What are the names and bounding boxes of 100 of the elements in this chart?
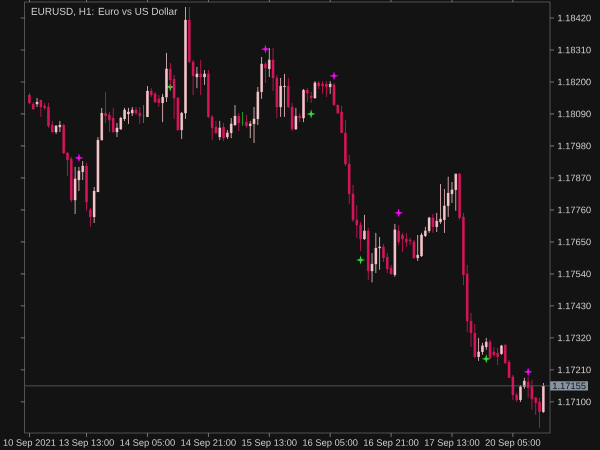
candlestick — [443, 188, 446, 234]
candlestick — [199, 59, 202, 96]
x-tick-label: 14 Sep 05:00 — [120, 439, 175, 448]
x-tick-label: 16 Sep 21:00 — [364, 439, 418, 448]
ref-line-label: 1.17155 — [552, 382, 586, 390]
candlestick — [481, 342, 484, 356]
x-tick-label: 20 Sep 05:00 — [486, 439, 540, 448]
chart-title: EURUSD, H1: Euro vs US Dollar — [32, 8, 178, 16]
candlestick — [218, 120, 222, 141]
candlestick — [245, 114, 248, 128]
candlestick — [374, 232, 378, 274]
point — [482, 354, 491, 364]
point — [524, 367, 533, 376]
candlestick — [408, 237, 412, 246]
y-tick-label: 1.17430 — [558, 302, 591, 310]
candlestick — [496, 347, 499, 366]
point — [329, 71, 339, 80]
candlestick — [363, 214, 366, 240]
candlestick — [241, 112, 244, 126]
point — [394, 208, 404, 218]
point — [356, 255, 366, 264]
candlestick — [58, 120, 62, 132]
candlestick — [484, 337, 488, 350]
candlestick — [412, 239, 416, 260]
candlestick — [36, 98, 38, 108]
y-tick-label: 1.17650 — [558, 238, 591, 246]
candlestick — [28, 92, 31, 104]
candlestick — [325, 80, 328, 98]
candlestick — [89, 208, 92, 228]
candlestick — [40, 100, 42, 118]
x-tick-label: 16 Sep 05:00 — [303, 439, 358, 448]
candlestick — [519, 384, 522, 402]
candlestick — [378, 236, 381, 270]
y-tick-label: 1.18200 — [558, 78, 591, 86]
candlestick — [439, 184, 442, 224]
candlestick — [314, 80, 316, 100]
x-tick-label: 14 Sep 21:00 — [181, 439, 236, 448]
y-tick-label: 1.17100 — [558, 398, 591, 406]
candlestick — [248, 120, 252, 139]
candlestick — [108, 112, 111, 132]
candlestick — [401, 232, 404, 252]
candlestick — [54, 124, 58, 134]
candlestick — [454, 173, 458, 212]
candlestick — [154, 91, 156, 104]
y-tick-label: 1.17540 — [558, 270, 591, 278]
candlestick — [203, 70, 206, 86]
candlestick — [321, 80, 324, 94]
candlestick — [104, 91, 107, 124]
candlestick — [238, 112, 240, 132]
candlestick — [432, 214, 434, 234]
candlestick — [127, 107, 130, 124]
y-tick-label: 1.17320 — [558, 334, 591, 342]
candlestick — [112, 107, 114, 134]
candlestick — [142, 104, 145, 124]
candlestick — [279, 78, 282, 118]
candlestick — [359, 221, 362, 252]
candlestick — [158, 94, 160, 108]
y-tick-label: 1.17870 — [558, 174, 591, 182]
candlestick — [428, 216, 430, 234]
candlestick — [405, 232, 408, 248]
candlestick — [230, 118, 232, 139]
candlestick — [477, 337, 480, 362]
y-tick-label: 1.17210 — [558, 366, 591, 374]
candlestick — [435, 212, 438, 232]
candlestick — [298, 112, 301, 123]
candlestick — [397, 224, 400, 246]
candlestick — [526, 376, 530, 398]
candlestick — [416, 234, 419, 262]
candlestick — [530, 379, 534, 410]
candlestick — [538, 397, 541, 428]
candlestick — [420, 232, 423, 258]
candlestick — [474, 324, 476, 358]
point — [306, 109, 316, 118]
y-tick-label: 1.17980 — [558, 142, 591, 150]
candlestick — [264, 62, 267, 84]
candlestick — [214, 120, 218, 134]
candlestick — [268, 48, 271, 78]
candlestick — [500, 344, 503, 356]
candlestick — [47, 102, 50, 128]
y-tick-label: 1.18420 — [558, 14, 591, 22]
y-tick-label: 1.18090 — [558, 110, 591, 118]
point — [74, 153, 84, 162]
candlestick — [196, 66, 198, 88]
x-tick-label: 17 Sep 13:00 — [424, 439, 480, 448]
candlestick — [222, 122, 225, 142]
candlestick — [283, 73, 286, 118]
candlestick — [310, 91, 312, 104]
candlestick — [328, 80, 332, 94]
x-tick-label: 15 Sep 13:00 — [242, 439, 297, 448]
candlestick — [294, 107, 298, 130]
x-tick-label: 13 Sep 13:00 — [59, 439, 114, 448]
candlestick — [74, 166, 76, 214]
candlestick — [306, 88, 309, 102]
y-tick-label: 1.18310 — [558, 46, 591, 54]
point — [260, 44, 270, 54]
candlestick — [138, 106, 142, 124]
y-tick-label: 1.17760 — [558, 206, 591, 214]
x-tick-label: 10 Sep 2021 — [4, 439, 56, 448]
candlestick — [488, 340, 492, 360]
candlestick — [81, 160, 84, 180]
